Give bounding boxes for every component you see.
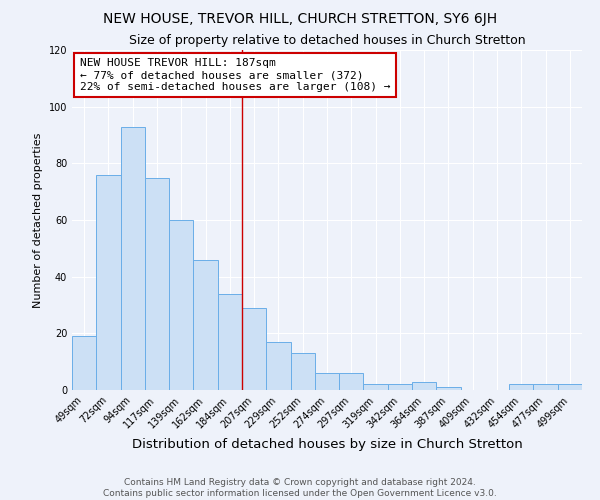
Bar (290, 353, 315, 390)
Bar (121, 126, 145, 390)
Bar (315, 373, 339, 390)
Text: NEW HOUSE, TREVOR HILL, CHURCH STRETTON, SY6 6JH: NEW HOUSE, TREVOR HILL, CHURCH STRETTON,… (103, 12, 497, 26)
Bar (169, 220, 193, 390)
Y-axis label: Number of detached properties: Number of detached properties (33, 132, 43, 308)
Bar (145, 178, 169, 390)
Text: NEW HOUSE TREVOR HILL: 187sqm
← 77% of detached houses are smaller (372)
22% of : NEW HOUSE TREVOR HILL: 187sqm ← 77% of d… (80, 58, 390, 92)
Bar (533, 384, 558, 390)
Bar (364, 384, 388, 390)
Bar (266, 342, 290, 390)
Bar (339, 373, 364, 390)
X-axis label: Distribution of detached houses by size in Church Stretton: Distribution of detached houses by size … (131, 438, 523, 451)
Bar (388, 384, 412, 390)
Bar (218, 294, 242, 390)
Bar (509, 384, 533, 390)
Text: Contains HM Land Registry data © Crown copyright and database right 2024.
Contai: Contains HM Land Registry data © Crown c… (103, 478, 497, 498)
Bar (558, 384, 582, 390)
Bar (242, 308, 266, 390)
Bar (412, 382, 436, 390)
Bar (193, 260, 218, 390)
Title: Size of property relative to detached houses in Church Stretton: Size of property relative to detached ho… (128, 34, 526, 48)
Bar (436, 387, 461, 390)
Bar (72, 336, 96, 390)
Bar (96, 174, 121, 390)
